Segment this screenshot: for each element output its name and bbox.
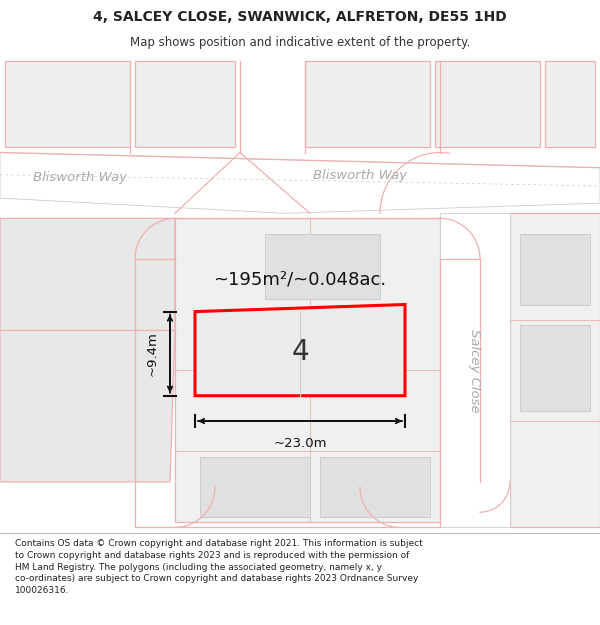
Bar xyxy=(320,456,430,518)
Text: 4, SALCEY CLOSE, SWANWICK, ALFRETON, DE55 1HD: 4, SALCEY CLOSE, SWANWICK, ALFRETON, DE5… xyxy=(93,10,507,24)
Polygon shape xyxy=(175,218,440,522)
Text: Contains OS data © Crown copyright and database right 2021. This information is : Contains OS data © Crown copyright and d… xyxy=(15,539,423,595)
Text: Blisworth Way: Blisworth Way xyxy=(33,171,127,184)
Polygon shape xyxy=(0,152,600,213)
Polygon shape xyxy=(305,61,430,148)
Text: Blisworth Way: Blisworth Way xyxy=(313,169,407,182)
Text: Salcey Close: Salcey Close xyxy=(469,329,482,412)
Polygon shape xyxy=(5,61,130,148)
Text: ~195m²/~0.048ac.: ~195m²/~0.048ac. xyxy=(214,270,386,288)
Bar xyxy=(520,234,590,304)
Text: Map shows position and indicative extent of the property.: Map shows position and indicative extent… xyxy=(130,36,470,49)
Polygon shape xyxy=(545,61,595,148)
Text: 4: 4 xyxy=(291,338,309,366)
Text: ~23.0m: ~23.0m xyxy=(273,438,327,450)
Polygon shape xyxy=(0,218,175,482)
Polygon shape xyxy=(510,213,600,528)
Text: ~9.4m: ~9.4m xyxy=(146,331,158,376)
Bar xyxy=(520,325,590,411)
Polygon shape xyxy=(135,61,235,148)
Bar xyxy=(265,234,380,299)
Polygon shape xyxy=(440,213,510,528)
Bar xyxy=(200,456,310,518)
Polygon shape xyxy=(435,61,540,148)
Polygon shape xyxy=(195,304,405,396)
